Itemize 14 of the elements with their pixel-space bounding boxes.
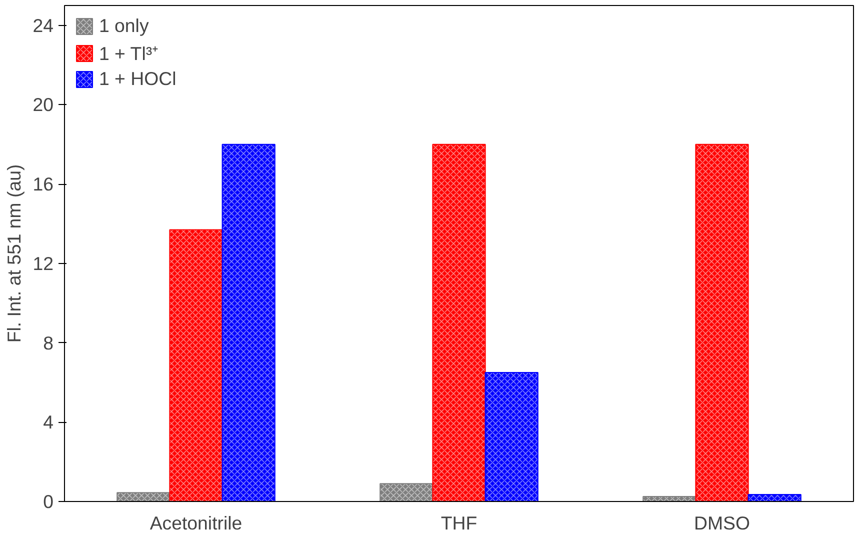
y-tick-label: 16 xyxy=(32,174,54,195)
y-tick-label: 24 xyxy=(32,14,54,36)
y-tick-label: 12 xyxy=(32,252,54,274)
y-tick-label: 4 xyxy=(43,412,54,433)
y-tick-label: 20 xyxy=(32,94,54,116)
legend-label: 1 + Tl³⁺ xyxy=(99,42,158,65)
y-tick-label: 8 xyxy=(43,332,54,354)
y-axis-title: Fl. Int. at 551 nm (au) xyxy=(4,164,25,343)
x-tick-label: Acetonitrile xyxy=(150,512,242,534)
legend-label: 1 + HOCl xyxy=(99,68,176,90)
y-tick-label: 0 xyxy=(43,491,54,512)
x-tick-label: THF xyxy=(440,512,478,534)
legend-label: 1 only xyxy=(99,15,149,37)
x-tick-label: DMSO xyxy=(694,512,750,534)
